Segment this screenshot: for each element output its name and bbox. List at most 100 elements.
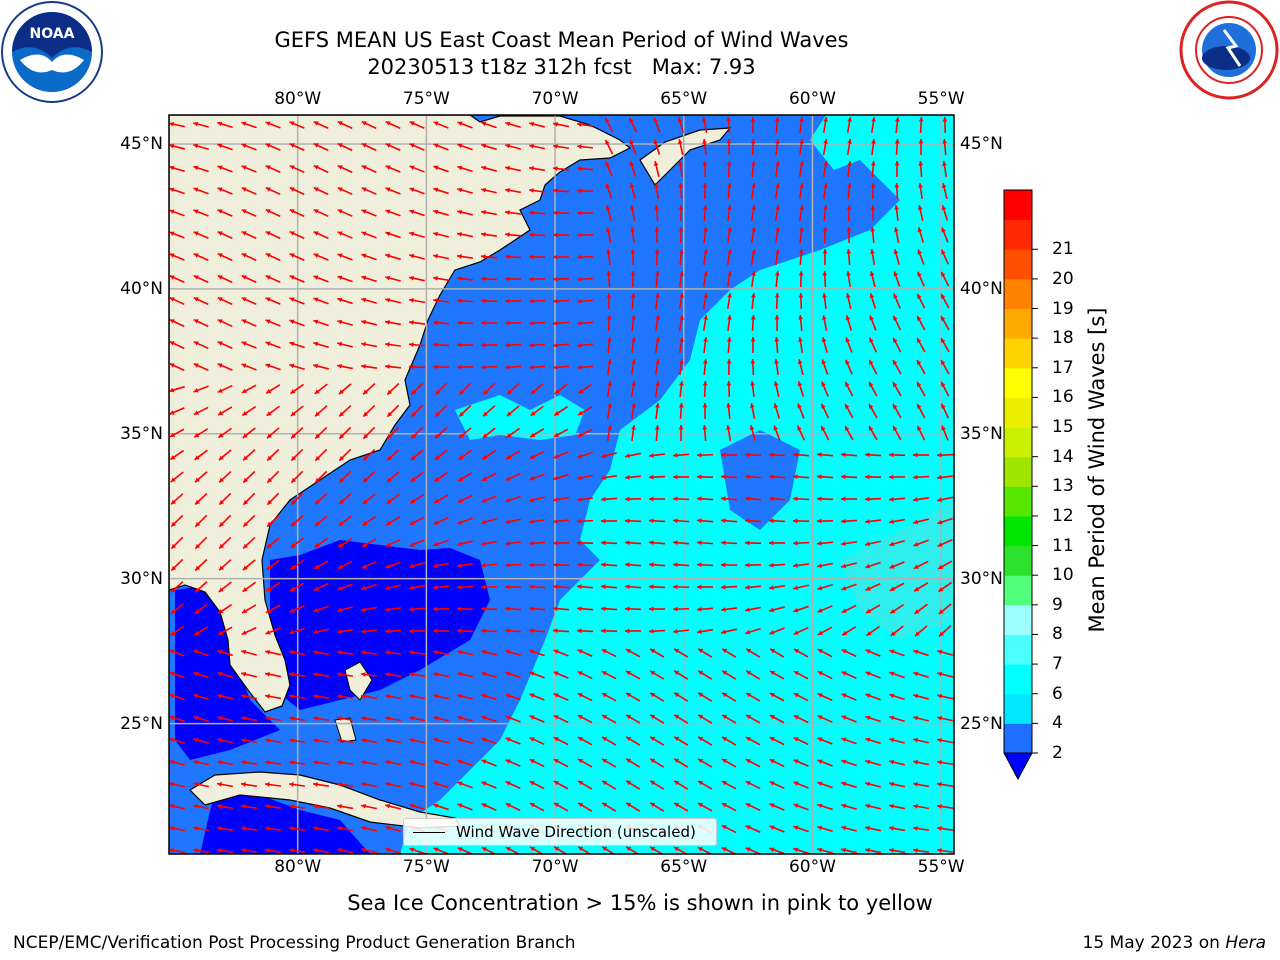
wind-wave-arrow [265, 121, 281, 129]
wind-wave-arrow [480, 232, 498, 237]
wind-wave-arrow [338, 426, 352, 440]
wind-wave-arrow [194, 514, 208, 528]
wind-wave-arrow [865, 693, 881, 701]
wind-wave-arrow [458, 404, 472, 418]
wind-wave-arrow [314, 537, 328, 549]
wind-wave-arrow [817, 781, 833, 789]
wind-wave-arrow [481, 781, 497, 789]
wind-wave-arrow [337, 538, 353, 548]
wind-wave-arrow [337, 297, 353, 305]
wind-wave-arrow [169, 715, 185, 723]
wind-wave-arrow [648, 474, 666, 480]
wind-wave-arrow [169, 253, 185, 261]
colorbar-tick-label: 18 [1052, 328, 1074, 349]
wind-wave-arrow [288, 826, 306, 831]
wind-wave-arrow [672, 518, 690, 524]
wind-wave-arrow [433, 517, 449, 525]
wind-wave-arrow [481, 121, 497, 129]
wind-wave-arrow [264, 738, 282, 744]
wind-wave-arrow [265, 186, 281, 196]
wind-wave-arrow [385, 275, 401, 282]
wind-wave-arrow [481, 671, 497, 678]
wind-wave-arrow [241, 165, 257, 173]
wind-wave-arrow [552, 166, 570, 171]
wind-wave-arrow [216, 826, 234, 832]
wind-wave-arrow [912, 452, 930, 458]
wind-wave-arrow [868, 337, 878, 353]
wind-wave-arrow [751, 270, 756, 288]
wind-wave-arrow [217, 671, 233, 678]
wind-wave-arrow [769, 803, 785, 811]
wind-wave-arrow [552, 121, 570, 128]
wind-wave-arrow [649, 802, 665, 812]
wind-wave-arrow [480, 628, 498, 634]
colorbar-tick-label: 19 [1052, 298, 1074, 319]
wind-wave-arrow [654, 182, 660, 200]
wind-wave-arrow [892, 337, 902, 353]
wind-wave-arrow [169, 340, 185, 350]
wind-wave-arrow [914, 603, 928, 615]
wind-wave-arrow [864, 452, 882, 458]
wind-wave-arrow [192, 848, 210, 854]
wind-wave-arrow [505, 671, 521, 679]
wind-wave-arrow [384, 694, 402, 700]
wind-wave-arrow [361, 561, 377, 569]
wind-wave-arrow [528, 188, 546, 193]
lat-tick-label-right: 30°N [960, 568, 1003, 589]
wind-wave-arrow [894, 160, 900, 178]
dark-blue-gulf-patch [175, 585, 280, 760]
wind-wave-arrow [745, 824, 761, 834]
wind-wave-arrow [240, 760, 258, 766]
wind-wave-arrow [654, 204, 660, 222]
wind-wave-arrow [529, 671, 545, 679]
wind-wave-arrow [457, 143, 473, 151]
wind-wave-arrow [242, 536, 256, 550]
wind-wave-arrow [792, 496, 810, 502]
wind-wave-arrow [726, 182, 732, 200]
wind-wave-arrow [457, 517, 473, 525]
wind-wave-arrow [480, 209, 498, 216]
wind-wave-arrow [504, 232, 522, 238]
colorbar-tick-label: 17 [1052, 357, 1074, 378]
wind-wave-arrow [432, 585, 450, 590]
wind-wave-arrow [769, 606, 785, 613]
wind-wave-arrow [845, 315, 853, 331]
wind-wave-arrow [624, 452, 642, 459]
wind-wave-arrow [194, 558, 208, 572]
wind-wave-arrow [798, 204, 804, 222]
wind-wave-arrow [169, 385, 185, 393]
wind-wave-arrow [193, 209, 209, 217]
wind-wave-arrow [361, 538, 377, 548]
wind-wave-arrow [170, 536, 184, 550]
wind-wave-arrow [817, 605, 833, 613]
wind-wave-arrow [265, 363, 281, 371]
wind-wave-arrow [600, 496, 618, 502]
wind-wave-arrow [841, 583, 857, 591]
wind-wave-arrow [625, 736, 641, 746]
wind-wave-arrow [601, 780, 617, 790]
wind-wave-arrow [799, 116, 804, 134]
wind-wave-arrow [606, 424, 612, 442]
wind-wave-arrow [844, 403, 854, 419]
wind-wave-arrow [697, 802, 713, 812]
wind-wave-arrow [169, 318, 185, 328]
wind-wave-arrow [940, 337, 950, 353]
wind-wave-arrow [625, 670, 641, 680]
wind-wave-arrow [217, 715, 233, 722]
wind-wave-arrow [169, 847, 186, 854]
wind-wave-arrow [648, 562, 666, 568]
wind-wave-arrow [409, 803, 425, 810]
wind-wave-arrow [336, 825, 354, 832]
wind-wave-arrow [313, 582, 329, 592]
wind-wave-arrow [817, 648, 833, 658]
colorbar-segment [1004, 545, 1032, 576]
wind-wave-arrow [600, 606, 618, 612]
wind-wave-arrow [673, 648, 689, 658]
wind-wave-arrow [385, 297, 401, 304]
wind-wave-arrow [409, 165, 425, 173]
colorbar-segment [1004, 486, 1032, 517]
wind-wave-arrow [504, 364, 522, 370]
wind-wave-arrow [529, 649, 545, 657]
wind-wave-arrow [288, 760, 306, 765]
wind-wave-arrow [697, 758, 713, 768]
